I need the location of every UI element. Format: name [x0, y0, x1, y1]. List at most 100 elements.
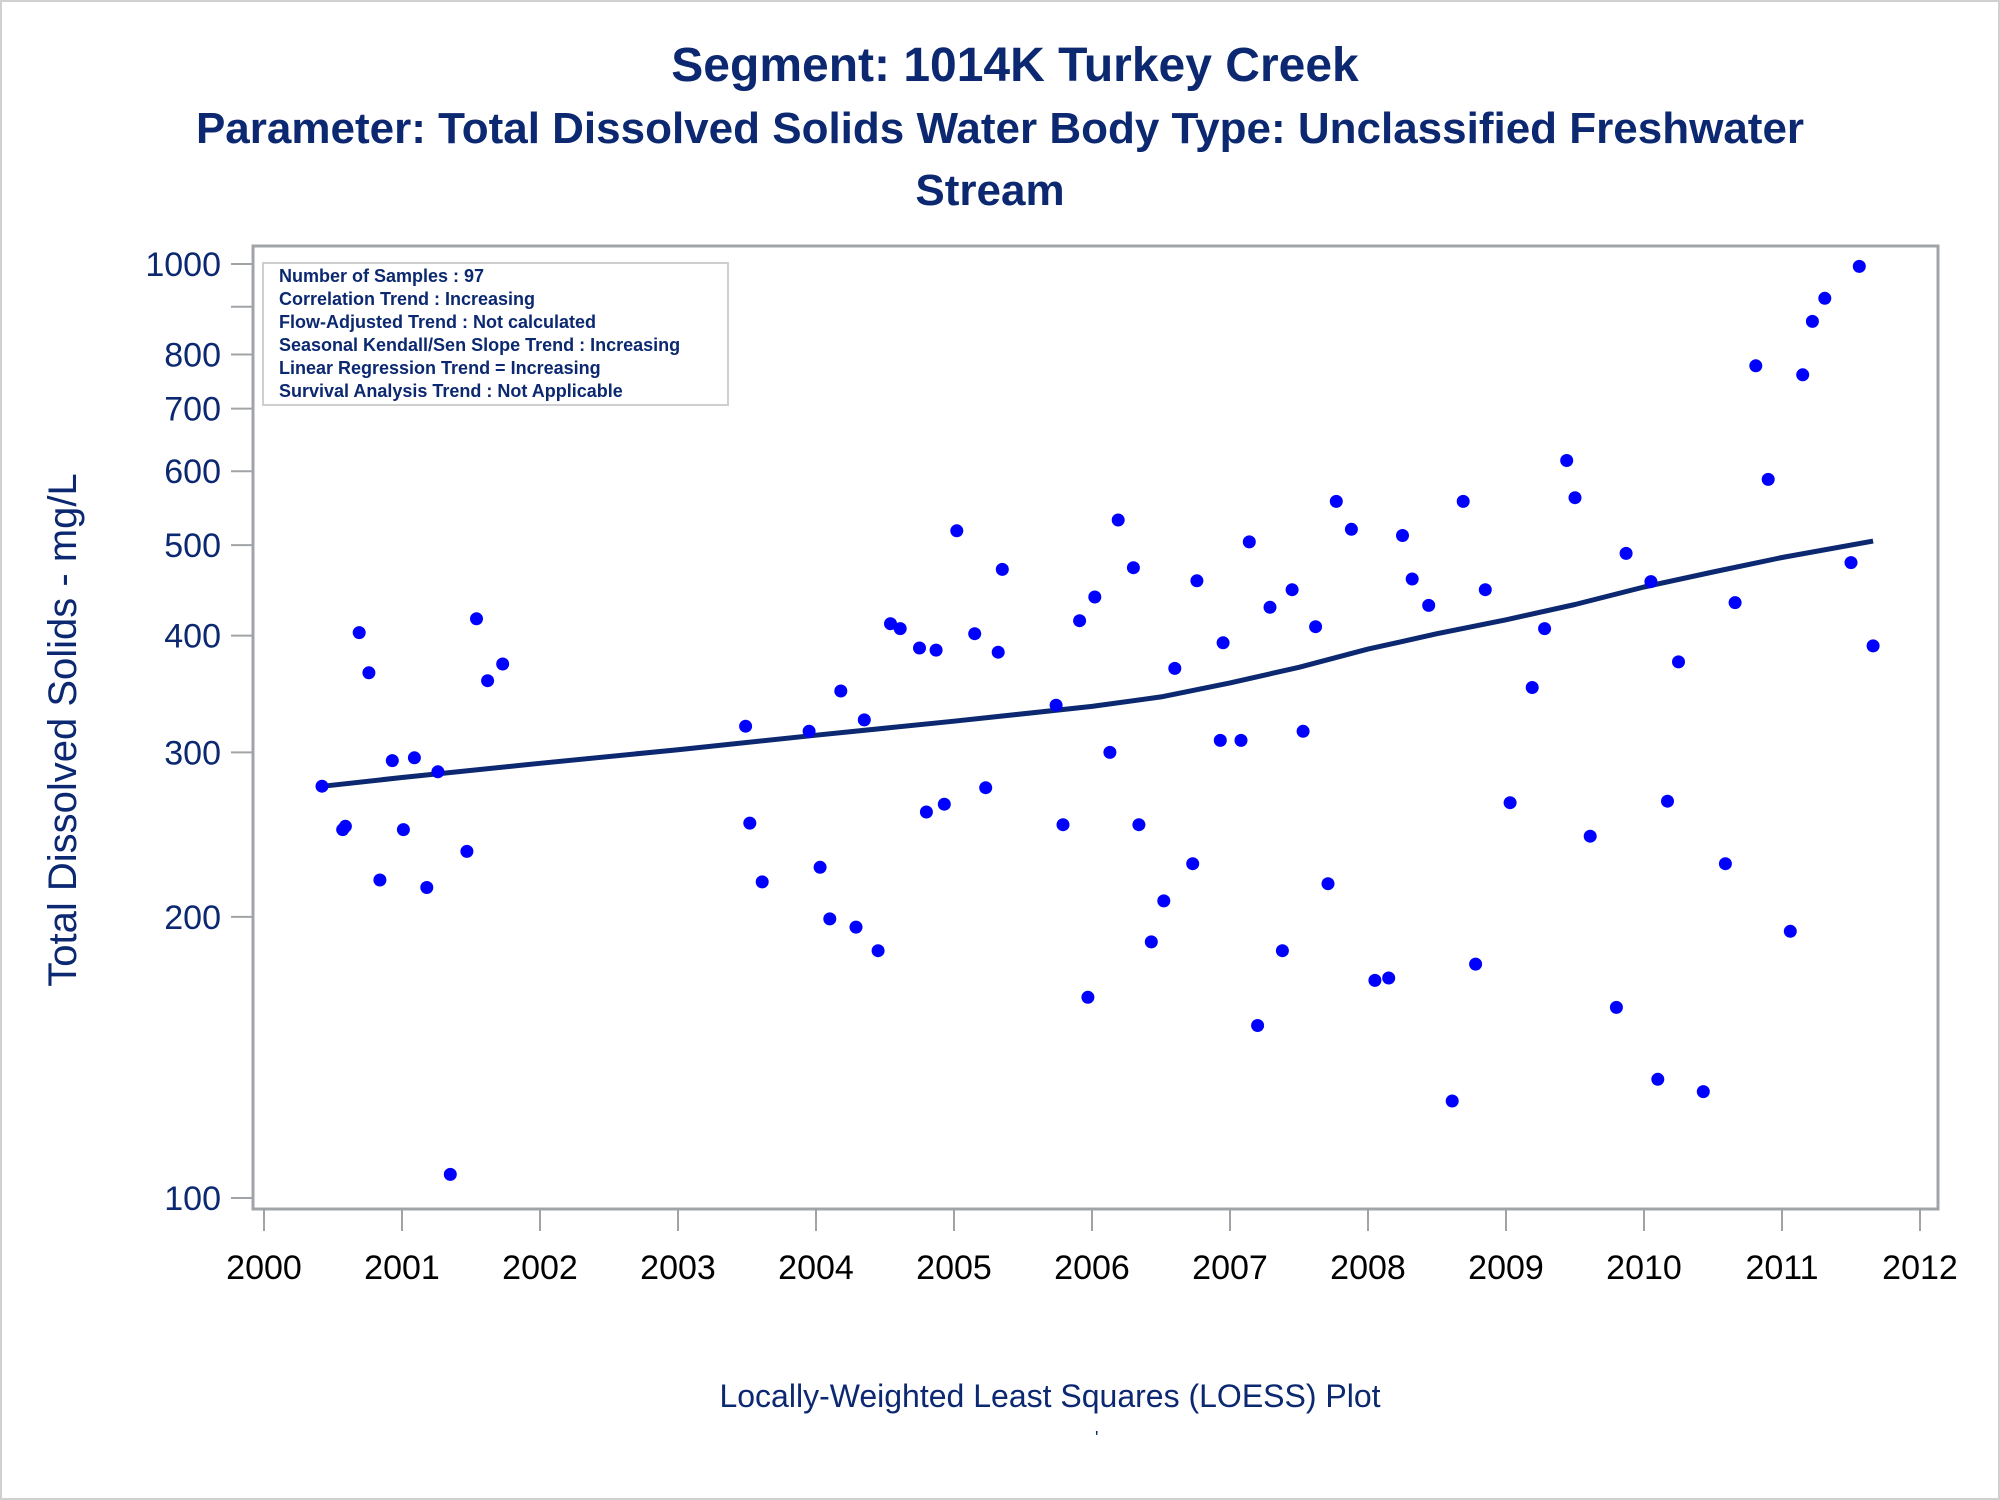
data-point — [362, 666, 376, 680]
x-tick-label: 2010 — [1606, 1249, 1682, 1287]
data-point — [460, 844, 474, 858]
data-point — [1644, 575, 1658, 589]
data-point — [407, 751, 421, 765]
data-point — [1242, 535, 1256, 549]
x-tick-label: 2001 — [364, 1249, 440, 1287]
data-point — [1609, 1000, 1623, 1014]
data-point — [373, 873, 387, 887]
data-point — [871, 944, 885, 958]
x-tick-label: 2012 — [1882, 1249, 1958, 1287]
data-point — [1568, 491, 1582, 505]
data-point — [1216, 636, 1230, 650]
data-point — [1049, 698, 1063, 712]
data-point — [1696, 1085, 1710, 1099]
stats-line: Number of Samples : 97 — [279, 266, 484, 286]
y-tick-label: 200 — [164, 899, 221, 937]
data-point — [1728, 596, 1742, 610]
data-point — [1285, 583, 1299, 597]
data-point — [979, 781, 993, 795]
data-point — [420, 881, 434, 894]
data-point — [1538, 622, 1552, 636]
data-point — [1382, 971, 1396, 985]
data-point — [1157, 894, 1171, 908]
x-tick-label: 2008 — [1330, 1249, 1406, 1287]
y-tick-label: 400 — [164, 618, 221, 656]
data-point — [1672, 655, 1685, 669]
data-point — [1651, 1072, 1665, 1086]
data-point — [937, 797, 951, 811]
data-point — [315, 779, 329, 793]
data-point — [1805, 314, 1819, 328]
data-point — [929, 643, 943, 657]
loess-line — [323, 538, 1874, 789]
data-point — [1126, 561, 1140, 575]
data-point — [338, 819, 352, 833]
data-point — [1503, 796, 1517, 810]
data-point — [1619, 546, 1633, 560]
data-point — [1818, 291, 1832, 305]
chart-subtitle-continued: Stream — [915, 166, 1065, 215]
chart-footnote: Locally-Weighted Least Squares (LOESS) P… — [719, 1378, 1381, 1414]
data-point — [1190, 574, 1204, 588]
plot-area — [251, 244, 1940, 1211]
y-tick-label: 1000 — [145, 246, 221, 284]
data-point — [823, 912, 837, 926]
data-point — [481, 674, 495, 688]
data-point — [1761, 472, 1775, 486]
chart-title: Segment: 1014K Turkey Creek — [671, 39, 1359, 92]
data-point — [1560, 454, 1574, 467]
data-point — [1234, 733, 1248, 747]
data-point — [385, 754, 399, 768]
data-point — [1844, 556, 1858, 570]
data-point — [1321, 877, 1335, 891]
data-point — [1852, 259, 1866, 273]
data-point — [396, 823, 410, 837]
data-point — [1796, 368, 1810, 382]
x-tick-label: 2009 — [1468, 1249, 1544, 1287]
data-point — [1396, 529, 1409, 542]
data-point — [431, 765, 445, 779]
data-point — [834, 684, 848, 698]
stats-line: Flow-Adjusted Trend : Not calculated — [279, 312, 596, 332]
x-tick-label: 2000 — [226, 1249, 302, 1287]
stats-line: Linear Regression Trend = Increasing — [279, 358, 601, 378]
data-point — [1309, 620, 1323, 634]
data-point — [1168, 661, 1182, 675]
data-point — [1525, 681, 1539, 694]
data-point — [743, 816, 757, 830]
data-point — [1368, 973, 1382, 987]
data-point — [919, 805, 933, 819]
data-point — [913, 641, 926, 655]
data-point — [995, 562, 1009, 576]
y-axis-label: Total Dissolved Solids - mg/L — [41, 473, 85, 987]
x-tick-label: 2007 — [1192, 1249, 1268, 1287]
data-point — [1661, 794, 1674, 808]
y-tick-label: 100 — [164, 1180, 221, 1218]
data-point — [1073, 614, 1087, 628]
stats-line: Seasonal Kendall/Sen Slope Trend : Incre… — [279, 335, 680, 355]
data-point — [1296, 724, 1310, 738]
footnote-mark: ' — [1095, 1428, 1099, 1448]
data-point — [1081, 990, 1095, 1004]
data-point — [1405, 572, 1419, 586]
data-point — [893, 622, 907, 636]
stats-line: Survival Analysis Trend : Not Applicable — [279, 381, 623, 401]
data-point — [1456, 494, 1470, 508]
x-tick-label: 2005 — [916, 1249, 992, 1287]
data-point — [1583, 829, 1597, 843]
data-point — [755, 875, 769, 889]
data-point — [1329, 494, 1343, 508]
y-tick-label: 300 — [164, 734, 221, 772]
y-tick-label: 700 — [164, 391, 221, 429]
data-point — [739, 719, 753, 733]
x-tick-label: 2006 — [1054, 1249, 1130, 1287]
data-point — [470, 612, 483, 626]
y-tick-label: 500 — [164, 527, 221, 565]
data-point — [1469, 957, 1483, 971]
data-point — [1445, 1094, 1459, 1108]
stats-box — [262, 262, 729, 406]
data-point — [1132, 818, 1146, 832]
data-point — [496, 657, 510, 671]
data-point — [1088, 590, 1102, 604]
data-point — [352, 626, 366, 640]
